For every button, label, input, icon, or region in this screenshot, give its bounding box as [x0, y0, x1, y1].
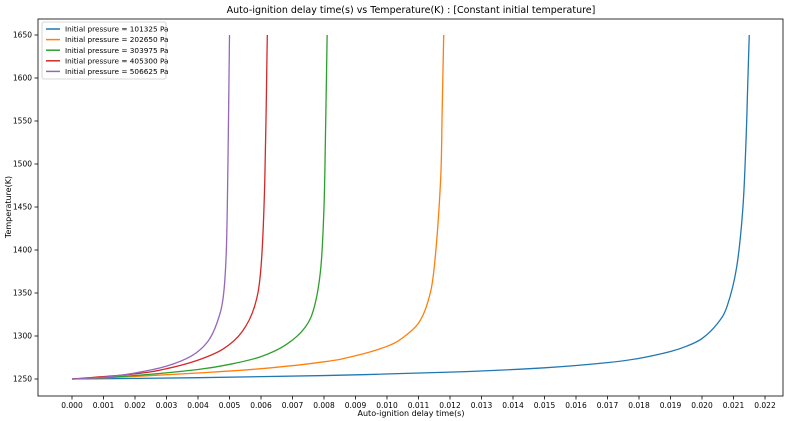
y-tick-label: 1350 [13, 289, 32, 298]
x-tick-label: 0.007 [282, 401, 304, 410]
y-tick-label: 1500 [13, 160, 32, 169]
x-tick-label: 0.017 [597, 401, 619, 410]
plot-frame [37, 18, 784, 397]
y-tick-label: 1250 [13, 375, 32, 384]
x-tick-label: 0.003 [156, 401, 178, 410]
x-tick-label: 0.001 [93, 401, 115, 410]
y-tick-label: 1400 [13, 246, 32, 255]
series-line-1 [71, 34, 445, 380]
x-tick-label: 0.000 [61, 401, 83, 410]
x-tick-label: 0.022 [754, 401, 776, 410]
x-tick-label: 0.020 [691, 401, 713, 410]
x-tick-label: 0.013 [471, 401, 493, 410]
y-tick-label: 1600 [13, 74, 32, 83]
legend-entry-label: Initial pressure = 303975 Pa [65, 46, 169, 55]
legend-box [41, 21, 167, 80]
legend-entry-label: Initial pressure = 101325 Pa [65, 25, 169, 34]
x-tick-label: 0.006 [250, 401, 272, 410]
x-tick-label: 0.010 [376, 401, 398, 410]
y-axis-ticks: 1250 1300 1350 1400 1450 1500 1550 1600 1650 [13, 31, 38, 384]
series-line-2 [71, 34, 328, 380]
x-tick-label: 0.004 [187, 401, 209, 410]
series-line-3 [71, 34, 268, 380]
legend-entry-label: Initial pressure = 506625 Pa [65, 67, 169, 76]
series-line-4 [71, 34, 231, 380]
x-tick-label: 0.015 [534, 401, 556, 410]
y-tick-label: 1450 [13, 203, 32, 212]
plot-lines [71, 34, 750, 380]
x-tick-label: 0.014 [502, 401, 524, 410]
x-tick-label: 0.018 [628, 401, 650, 410]
x-tick-label: 0.019 [660, 401, 682, 410]
y-axis-label: Temperature(K) [4, 176, 13, 239]
x-tick-label: 0.002 [124, 401, 146, 410]
series-line-0 [71, 34, 750, 380]
x-tick-label: 0.012 [439, 401, 461, 410]
legend-entry-label: Initial pressure = 405300 Pa [65, 56, 169, 65]
x-axis-label: Auto-ignition delay time(s) [358, 409, 465, 418]
y-tick-label: 1650 [13, 31, 32, 40]
x-tick-label: 0.008 [313, 401, 335, 410]
x-tick-label: 0.009 [345, 401, 367, 410]
x-tick-label: 0.021 [723, 401, 745, 410]
y-tick-label: 1550 [13, 117, 32, 126]
x-tick-label: 0.016 [565, 401, 587, 410]
chart-title: Auto-ignition delay time(s) vs Temperatu… [227, 5, 596, 16]
legend-entry-label: Initial pressure = 202650 Pa [65, 35, 169, 44]
y-tick-label: 1300 [13, 332, 32, 341]
x-axis-ticks: 0.000 0.001 0.002 0.003 0.004 0.005 0.006 0.007… [61, 396, 776, 410]
x-tick-label: 0.011 [408, 401, 430, 410]
x-tick-label: 0.005 [219, 401, 241, 410]
